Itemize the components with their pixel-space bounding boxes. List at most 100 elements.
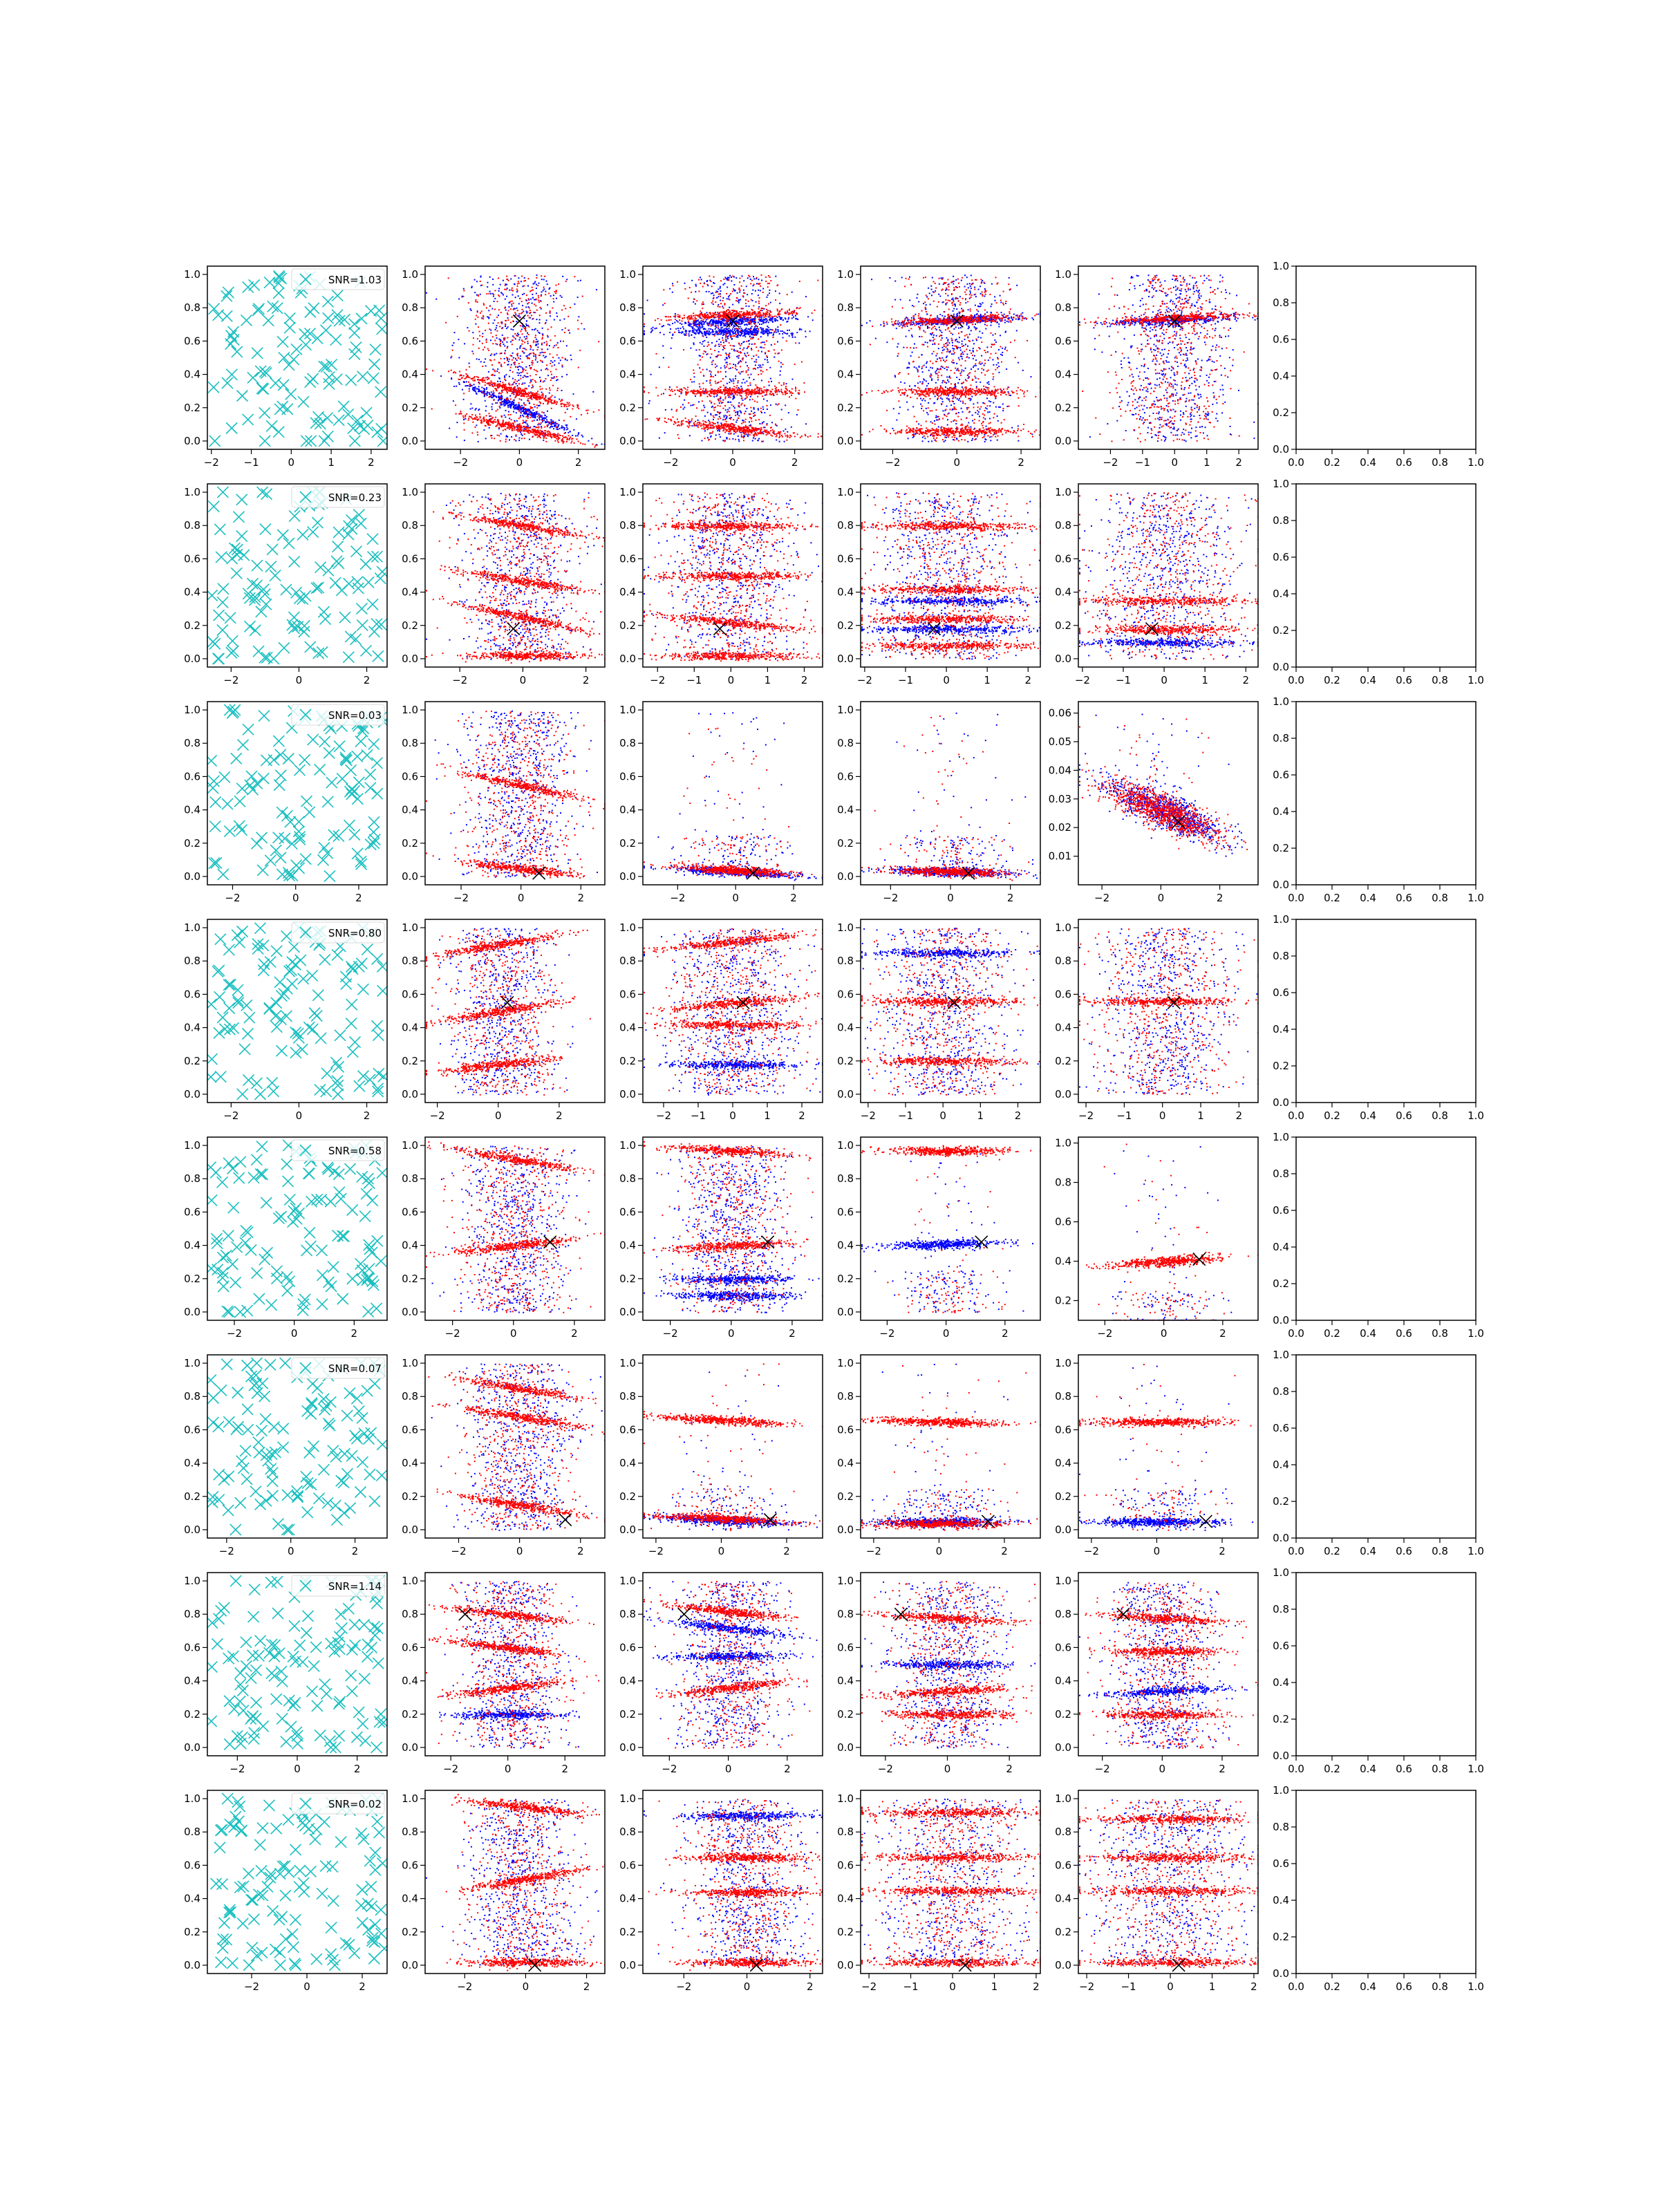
data-point — [713, 313, 714, 315]
data-point — [500, 415, 502, 417]
data-point — [764, 321, 765, 323]
data-point — [763, 347, 765, 348]
data-point — [530, 392, 532, 393]
data-point — [759, 297, 760, 299]
data-point — [480, 294, 481, 295]
data-point — [785, 394, 786, 395]
data-point — [498, 400, 499, 402]
data-point — [733, 331, 734, 332]
data-point — [727, 298, 728, 299]
data-point — [270, 377, 281, 388]
data-point — [507, 319, 509, 321]
data-point — [506, 435, 507, 436]
data-point — [761, 321, 762, 322]
data-point — [527, 376, 529, 377]
data-point — [685, 388, 686, 390]
data-point — [563, 437, 565, 438]
data-point — [557, 342, 559, 344]
data-point — [738, 302, 740, 303]
data-point — [684, 400, 685, 401]
data-point — [518, 406, 519, 408]
data-point — [543, 403, 544, 404]
data-point — [545, 291, 546, 292]
data-point — [762, 292, 764, 293]
data-point — [771, 316, 773, 317]
data-point — [550, 434, 551, 435]
data-point — [469, 388, 470, 390]
data-point — [505, 350, 506, 351]
data-point — [539, 419, 541, 420]
data-point — [476, 417, 478, 418]
data-point — [672, 335, 673, 336]
data-point — [747, 346, 749, 348]
data-point — [723, 308, 724, 309]
data-point — [491, 406, 492, 408]
data-point — [577, 406, 579, 408]
data-point — [459, 371, 460, 372]
data-point — [756, 330, 758, 331]
data-point — [782, 333, 783, 335]
data-point — [774, 344, 776, 345]
data-point — [494, 385, 496, 386]
data-point — [582, 443, 583, 444]
data-point — [467, 327, 468, 328]
data-point — [697, 326, 698, 328]
data-point — [795, 398, 796, 400]
data-point — [788, 319, 789, 320]
data-point — [529, 317, 530, 319]
data-point — [515, 358, 516, 359]
data-point — [752, 300, 753, 301]
data-point — [525, 404, 527, 406]
data-point — [489, 393, 490, 395]
data-point — [471, 310, 472, 311]
data-point — [500, 343, 501, 344]
data-point — [691, 324, 692, 325]
data-point — [707, 353, 709, 355]
data-point — [706, 369, 708, 371]
data-point — [743, 280, 744, 281]
data-point — [787, 390, 788, 391]
data-point — [523, 391, 524, 392]
data-point — [523, 429, 524, 431]
data-point — [504, 388, 505, 390]
data-point — [729, 415, 731, 416]
data-point — [717, 405, 718, 406]
data-point — [569, 438, 570, 440]
data-point — [749, 320, 751, 321]
data-point — [755, 364, 756, 366]
data-point — [485, 377, 487, 379]
data-point — [494, 298, 496, 299]
data-point — [524, 404, 525, 406]
data-point — [284, 322, 295, 333]
data-point — [572, 435, 573, 436]
data-point — [738, 299, 740, 301]
data-point — [545, 388, 547, 390]
data-point — [556, 435, 557, 437]
data-point — [512, 329, 514, 330]
data-point — [715, 301, 716, 303]
data-point — [693, 342, 694, 344]
data-point — [471, 432, 473, 433]
data-point — [739, 288, 740, 289]
data-point — [518, 295, 519, 297]
data-point — [733, 419, 734, 420]
data-point — [466, 376, 467, 377]
data-point — [516, 409, 518, 410]
data-point — [755, 415, 756, 416]
data-point — [778, 316, 780, 317]
data-point — [740, 352, 741, 353]
data-point — [556, 312, 557, 314]
data-point — [758, 322, 759, 324]
data-point — [550, 363, 551, 364]
data-point — [508, 310, 509, 312]
data-point — [532, 287, 533, 288]
data-point — [724, 392, 726, 393]
data-point — [750, 413, 751, 415]
data-point — [696, 300, 697, 301]
data-point — [724, 348, 725, 349]
data-point — [740, 335, 742, 336]
data-point — [524, 433, 525, 435]
data-point — [715, 375, 716, 376]
data-point — [525, 431, 527, 432]
data-point — [680, 406, 682, 408]
